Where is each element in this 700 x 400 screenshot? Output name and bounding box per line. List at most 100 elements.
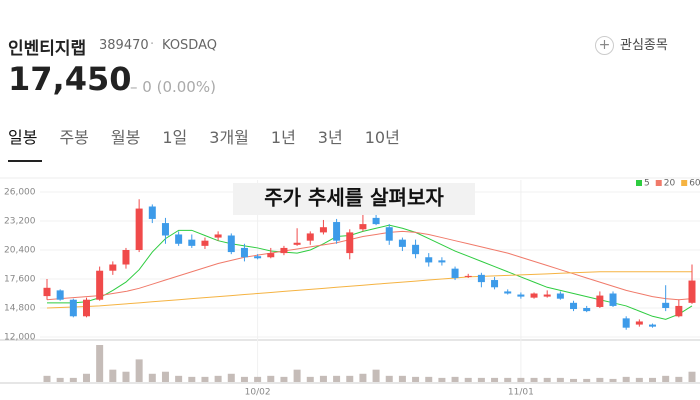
volume-bar [359,373,367,382]
y-tick-label: 23,200 [4,217,36,227]
candle-body [333,222,341,241]
candle-body [504,291,512,294]
change-value: 0 (0.00%) [142,78,216,96]
volume-bar [43,375,51,382]
volume-bar [609,378,617,382]
price: 17,450 [8,60,132,98]
tab[interactable]: 1일 [162,128,188,147]
candle-body [227,235,235,253]
volume-bar [69,377,77,382]
moving-average [46,230,693,301]
candle-body [148,206,156,219]
tab[interactable]: 10년 [364,128,400,147]
candle-body [688,280,696,303]
candle-body [385,227,393,241]
volume-bar [214,375,222,382]
volume-bar [491,377,499,382]
candle-body [306,233,314,241]
candle-body [56,290,64,300]
y-tick-label: 20,400 [4,246,36,256]
volume-bar [267,375,275,382]
volume-bar [96,345,104,382]
volume-bar [543,377,551,382]
candle-body [583,308,591,312]
candle-body [609,293,617,306]
volume-bar [530,377,538,382]
candle-body [398,239,406,247]
candle-body [635,321,643,325]
candle-body [477,274,485,283]
candle-body [675,305,683,317]
candle-body [122,250,130,265]
volume-bar [82,373,90,382]
volume-bar [175,375,183,382]
moving-average [46,271,692,309]
candle-body [175,234,183,244]
volume-bar [319,375,327,382]
candle-body [82,299,90,317]
candle-body [596,295,604,307]
tab[interactable]: 일봉 [8,128,38,147]
volume-bar [280,376,288,382]
volume-bar [517,377,525,382]
stock-code: 389470 [99,38,149,53]
volume-bar [135,359,143,382]
tab[interactable]: 주봉 [59,128,89,147]
volume-bar [635,377,643,382]
candle-body [491,280,499,288]
candle-body [214,234,222,238]
separator: · [150,37,155,52]
volume-bar [227,373,235,382]
volume-bar [372,369,380,382]
watch-label: 관심종목 [620,38,668,53]
volume-bar [122,371,130,382]
tab[interactable]: 3년 [317,128,343,147]
volume-bar [649,377,657,382]
volume-bar [477,377,485,382]
volume-bar [188,376,196,382]
y-tick-label: 17,600 [4,275,36,285]
volume-bar [464,377,472,382]
candle-body [240,247,248,258]
volume-bar [161,371,169,382]
title-bg [233,183,475,215]
candle-body [451,268,459,278]
legend-label: 20 [664,179,676,189]
legend-swatch [681,180,688,186]
dash: – [130,78,143,96]
candle-body [372,217,380,225]
y-tick-label: 14,800 [4,304,36,314]
tab[interactable]: 월봉 [110,128,141,147]
candle-body [346,232,354,254]
candle-body [267,253,275,258]
volume-bar [556,377,564,382]
candle-body [359,224,367,230]
candle-body [425,257,433,263]
plus-icon: + [595,36,614,55]
legend-swatch [636,180,642,186]
x-tick-label: 10/02 [245,388,271,398]
candle-body [109,264,117,271]
overlay-title: 주가 추세를 살펴보자 [264,186,444,210]
candle-body [662,302,670,308]
volume-bar [688,371,696,382]
candle-body [412,244,420,255]
volume-bar [346,375,354,382]
tab[interactable]: 3개월 [209,128,249,147]
candle-body [161,223,169,236]
change: – 0 (0.00%) [130,78,216,96]
volume-bar [148,373,156,382]
candle-body [570,302,578,310]
volume-bar [583,378,591,382]
volume-bar [293,369,301,382]
candle-body [530,293,538,298]
volume-bar [56,377,64,382]
candle-body [517,294,525,297]
tab[interactable]: 1년 [270,128,296,147]
watch-button[interactable]: + 관심종목 [595,34,668,55]
candle-body [319,227,327,233]
tabs: 일봉 주봉 월봉 1일 3개월 1년 3년 10년 [8,124,422,148]
candle-body [543,294,551,297]
candle-body [622,318,630,328]
